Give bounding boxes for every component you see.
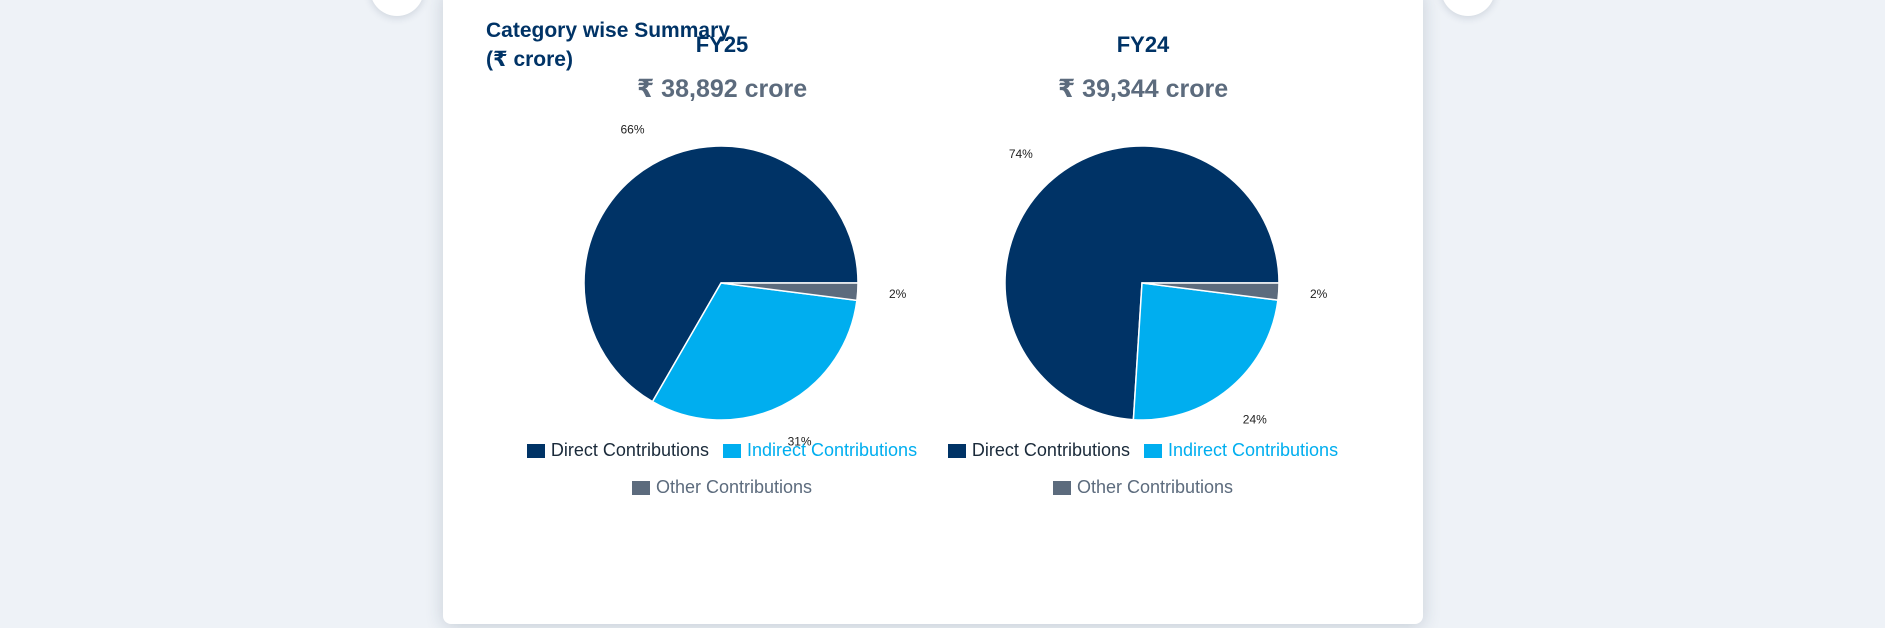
nav-next-button[interactable]: [1441, 0, 1495, 16]
pie-total: ₹ 39,344 crore: [1057, 75, 1229, 103]
legend-item-direct[interactable]: Direct Contributions: [526, 440, 709, 461]
legend-item-direct[interactable]: Direct Contributions: [947, 440, 1130, 461]
legend-label-direct: Direct Contributions: [971, 440, 1130, 460]
pie-slice-other[interactable]: [1141, 282, 1280, 302]
pie-data-label-other: 2%: [889, 287, 907, 301]
pie-chart-fy24: 74% 24% 2%: [1004, 145, 1328, 426]
pie-slice-direct[interactable]: [583, 145, 859, 403]
pie-chart-fy25: 66% 31% 2%: [583, 123, 907, 449]
pie-data-label-indirect: 31%: [788, 435, 812, 449]
pie-slice-indirect[interactable]: [1132, 282, 1279, 421]
summary-title: Category wise Summary (₹ crore): [486, 16, 786, 74]
legend-item-other[interactable]: Other Contributions: [631, 477, 813, 498]
pie-block-fy25: FY25 ₹ 38,892 crore 66% 31% 2% Direct Cont…: [512, 0, 932, 500]
legend-label-other: Other Contributions: [1076, 477, 1234, 497]
pie-data-label-direct: 66%: [620, 123, 644, 137]
pie-legend: Direct Contributions Indirect Contributi…: [512, 440, 932, 498]
legend-swatch-other: [1052, 480, 1071, 495]
legend-swatch-direct: [947, 443, 966, 458]
pie-slice-other[interactable]: [720, 282, 859, 302]
summary-title-line1: Category wise Summary: [486, 19, 730, 42]
legend-swatch-indirect: [1143, 443, 1162, 458]
pie-data-label-indirect: 24%: [1243, 412, 1267, 426]
pie-total: ₹ 38,892 crore: [636, 75, 808, 103]
pie-data-label-direct: 74%: [1009, 147, 1033, 161]
summary-title-line2: (₹ crore): [486, 48, 573, 71]
pie-legend: Direct Contributions Indirect Contributi…: [933, 440, 1353, 498]
pie-block-fy24: FY24 ₹ 39,344 crore 74% 24% 2% Direct Cont…: [933, 0, 1353, 500]
pie-slice-indirect[interactable]: [651, 282, 858, 421]
legend-label-direct: Direct Contributions: [550, 440, 709, 460]
legend-item-other[interactable]: Other Contributions: [1052, 477, 1234, 498]
legend-item-indirect[interactable]: Indirect Contributions: [722, 440, 918, 461]
pie-title: FY24: [1116, 32, 1170, 57]
legend-item-indirect[interactable]: Indirect Contributions: [1143, 440, 1339, 461]
legend-label-other: Other Contributions: [655, 477, 813, 497]
legend-swatch-other: [631, 480, 650, 495]
nav-prev-button[interactable]: [370, 0, 424, 16]
pie-data-label-other: 2%: [1310, 287, 1328, 301]
legend-label-indirect: Indirect Contributions: [746, 440, 918, 460]
legend-label-indirect: Indirect Contributions: [1167, 440, 1339, 460]
legend-swatch-indirect: [722, 443, 741, 458]
legend-swatch-direct: [526, 443, 545, 458]
pie-title: FY25: [695, 32, 749, 57]
